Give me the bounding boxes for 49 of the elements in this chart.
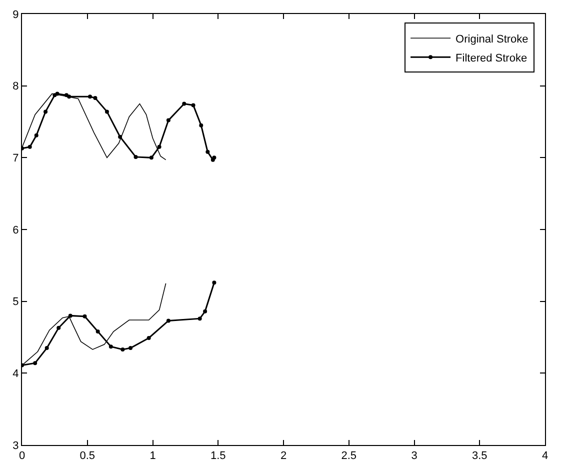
point [146, 336, 151, 340]
point [88, 94, 92, 99]
point [104, 110, 109, 114]
point [157, 144, 162, 149]
point [67, 94, 72, 99]
x-tick-label: 3.5 [472, 450, 488, 462]
y-tick-label: 3 [12, 440, 19, 452]
point [166, 118, 170, 122]
point [128, 346, 133, 350]
point [199, 123, 204, 128]
x-tick-label: 1 [150, 450, 156, 462]
point [34, 133, 38, 138]
point [28, 144, 32, 149]
point [120, 347, 125, 352]
point [149, 156, 154, 160]
point [182, 102, 186, 106]
x-tick-label: 1.5 [210, 450, 226, 462]
point [198, 316, 202, 321]
point [212, 280, 216, 285]
y-tick-label: 9 [12, 8, 19, 21]
point [93, 96, 98, 100]
point [203, 309, 208, 314]
point [166, 318, 170, 323]
point [96, 330, 100, 334]
y-tick-label: 4 [12, 368, 19, 380]
point [44, 110, 48, 114]
y-tick-label: 6 [12, 224, 19, 236]
y-tick-label: 7 [12, 152, 19, 165]
point [82, 314, 87, 318]
x-tick-label: 3 [411, 450, 418, 462]
point [55, 92, 60, 96]
x-tick-label: 4 [542, 450, 548, 462]
legend-label: Filtered Stroke [456, 52, 528, 64]
point [33, 361, 38, 366]
point [44, 346, 49, 350]
legend-label: Original Stroke [456, 33, 528, 46]
point [118, 134, 122, 139]
y-tick-label: 5 [12, 296, 19, 308]
y-tick-label: 8 [12, 80, 19, 93]
point [134, 154, 138, 159]
x-tick-label: 0 [18, 450, 26, 462]
x-tick-label: 2.5 [341, 450, 357, 462]
point [191, 103, 196, 108]
x-tick-label: 2 [280, 450, 287, 462]
x-tick-label: 0.5 [80, 450, 96, 462]
point [108, 344, 113, 349]
point [68, 314, 72, 318]
point [56, 326, 61, 330]
point [206, 150, 210, 154]
